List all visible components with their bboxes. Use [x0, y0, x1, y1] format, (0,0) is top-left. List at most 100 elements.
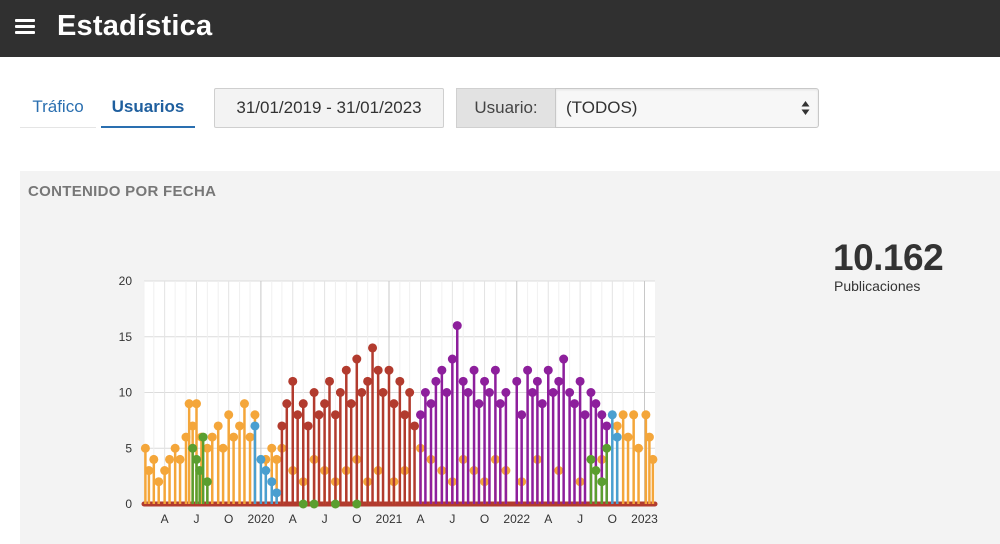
x-tick-label: O [352, 512, 361, 526]
series-2-point [517, 410, 527, 420]
series-1-point [309, 388, 319, 397]
y-tick-label: 20 [119, 274, 133, 288]
x-tick-label: A [544, 512, 552, 526]
series-0-point [644, 432, 654, 442]
series-2-point [597, 410, 607, 420]
series-1-point [320, 399, 330, 409]
series-4-point [607, 410, 617, 420]
tab-traffic[interactable]: Tráfico [20, 86, 96, 128]
series-0-point [629, 410, 639, 420]
series-2-point [490, 365, 500, 375]
series-4-point [267, 477, 277, 487]
series-1-point [352, 354, 362, 364]
series-2-point [543, 365, 553, 375]
series-0-point [213, 421, 223, 431]
series-2-point [416, 410, 425, 420]
series-2-point [554, 376, 564, 386]
series-0-point [154, 477, 164, 487]
series-2-point [591, 399, 601, 409]
series-0-point [175, 454, 185, 464]
series-0-point [250, 410, 260, 420]
series-2-point [420, 388, 430, 397]
series-0-point [229, 432, 239, 442]
series-2-point [484, 388, 494, 397]
series-3-point [309, 499, 319, 509]
series-3-point [597, 477, 607, 487]
series-0-point [267, 443, 277, 453]
series-0-point [272, 454, 282, 464]
series-1-point [282, 399, 292, 409]
series-2-point [580, 410, 590, 420]
x-tick-label: A [289, 512, 297, 526]
series-0-point [245, 432, 255, 442]
date-range-picker[interactable]: 31/01/2019 - 31/01/2023 [214, 88, 444, 128]
series-2-point [437, 365, 447, 375]
series-0-point [623, 432, 633, 442]
series-0-point [160, 466, 170, 476]
x-tick-label: O [224, 512, 233, 526]
app-title: Estadística [57, 10, 213, 42]
x-tick-label: O [608, 512, 617, 526]
publications-total: 10.162 [833, 237, 944, 278]
series-1-point [400, 410, 410, 420]
series-1-point [405, 388, 415, 397]
x-tick-label: J [322, 512, 328, 526]
series-0-point [144, 466, 154, 476]
series-0-point [192, 399, 201, 409]
hamburger-menu-icon[interactable] [15, 17, 35, 37]
y-tick-label: 5 [125, 441, 132, 455]
x-tick-label: 2021 [376, 512, 403, 526]
series-0-point [207, 432, 217, 442]
user-filter-label: Usuario: [456, 88, 555, 128]
series-2-point [426, 399, 436, 409]
series-1-point [314, 410, 324, 420]
series-4-point [272, 488, 282, 498]
series-0-point [165, 454, 175, 464]
series-4-point [250, 421, 260, 431]
series-3-point [602, 443, 612, 453]
series-2-point [532, 376, 542, 386]
series-2-point [512, 376, 522, 386]
x-tick-label: 2022 [503, 512, 530, 526]
top-bar: Estadística [0, 0, 1000, 57]
series-2-point [523, 365, 533, 375]
series-0-point [170, 443, 180, 453]
series-2-point [528, 388, 537, 397]
y-tick-label: 10 [119, 386, 133, 400]
x-tick-label: 2023 [631, 512, 658, 526]
series-0-point [612, 421, 622, 431]
series-1-point [341, 365, 351, 375]
series-2-point [570, 399, 579, 409]
series-2-point [452, 321, 462, 331]
y-tick-label: 0 [125, 497, 132, 511]
user-select[interactable]: (TODOS) [555, 88, 819, 128]
x-tick-label: J [449, 512, 455, 526]
series-2-point [565, 388, 575, 397]
series-1-point [325, 376, 334, 386]
series-0-point [239, 399, 249, 409]
series-3-point [298, 499, 308, 509]
series-1-point [395, 376, 405, 386]
series-2-point [537, 399, 547, 409]
series-2-point [575, 376, 585, 386]
x-tick-label: 2020 [248, 512, 275, 526]
series-2-point [480, 376, 490, 386]
user-select-value: (TODOS) [566, 98, 638, 117]
series-3-point [352, 499, 362, 509]
series-0-point [149, 454, 159, 464]
series-2-point [559, 354, 569, 364]
series-2-point [548, 388, 558, 397]
series-0-point [184, 399, 194, 409]
tab-users[interactable]: Usuarios [101, 86, 195, 128]
x-tick-label: J [577, 512, 583, 526]
series-2-point [442, 388, 452, 397]
series-3-point [192, 454, 201, 464]
y-tick-label: 15 [119, 330, 133, 344]
series-4-point [261, 466, 271, 476]
series-2-point [474, 399, 484, 409]
series-0-point [641, 410, 651, 420]
series-1-point [277, 421, 287, 431]
series-1-point [357, 388, 367, 397]
series-1-point [410, 421, 420, 431]
series-0-point [224, 410, 234, 420]
